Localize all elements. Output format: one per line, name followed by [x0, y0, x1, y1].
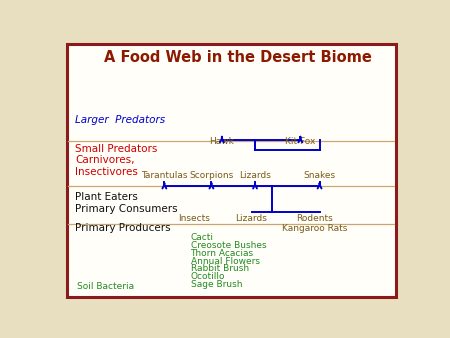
Text: Primary Producers: Primary Producers	[76, 223, 171, 234]
Text: Creosote Bushes: Creosote Bushes	[190, 241, 266, 250]
Text: Snakes: Snakes	[303, 171, 336, 180]
Text: Ocotillo: Ocotillo	[190, 272, 225, 281]
Text: A Food Web in the Desert Biome: A Food Web in the Desert Biome	[104, 50, 372, 66]
FancyBboxPatch shape	[67, 45, 396, 297]
Text: Small Predators
Carnivores,
Insectivores: Small Predators Carnivores, Insectivores	[76, 144, 158, 177]
Text: Kit Fox: Kit Fox	[285, 137, 315, 146]
Text: Soil Bacteria: Soil Bacteria	[77, 282, 134, 291]
Text: Sage Brush: Sage Brush	[190, 280, 242, 289]
Text: Annual Flowers: Annual Flowers	[190, 257, 260, 266]
Text: Thorn Acacias: Thorn Acacias	[190, 249, 254, 258]
Text: Hawk: Hawk	[209, 137, 234, 146]
Text: Insects: Insects	[178, 214, 210, 223]
Text: Plant Eaters
Primary Consumers: Plant Eaters Primary Consumers	[76, 192, 178, 214]
Text: Larger  Predators: Larger Predators	[76, 115, 166, 125]
Text: Rodents
Kangaroo Rats: Rodents Kangaroo Rats	[282, 214, 347, 233]
Text: Cacti: Cacti	[190, 233, 213, 242]
Text: Scorpions: Scorpions	[189, 171, 234, 180]
Text: Tarantulas: Tarantulas	[141, 171, 188, 180]
Text: Rabbit Brush: Rabbit Brush	[190, 264, 249, 273]
Text: Lizards: Lizards	[236, 214, 267, 223]
Text: Lizards: Lizards	[239, 171, 271, 180]
